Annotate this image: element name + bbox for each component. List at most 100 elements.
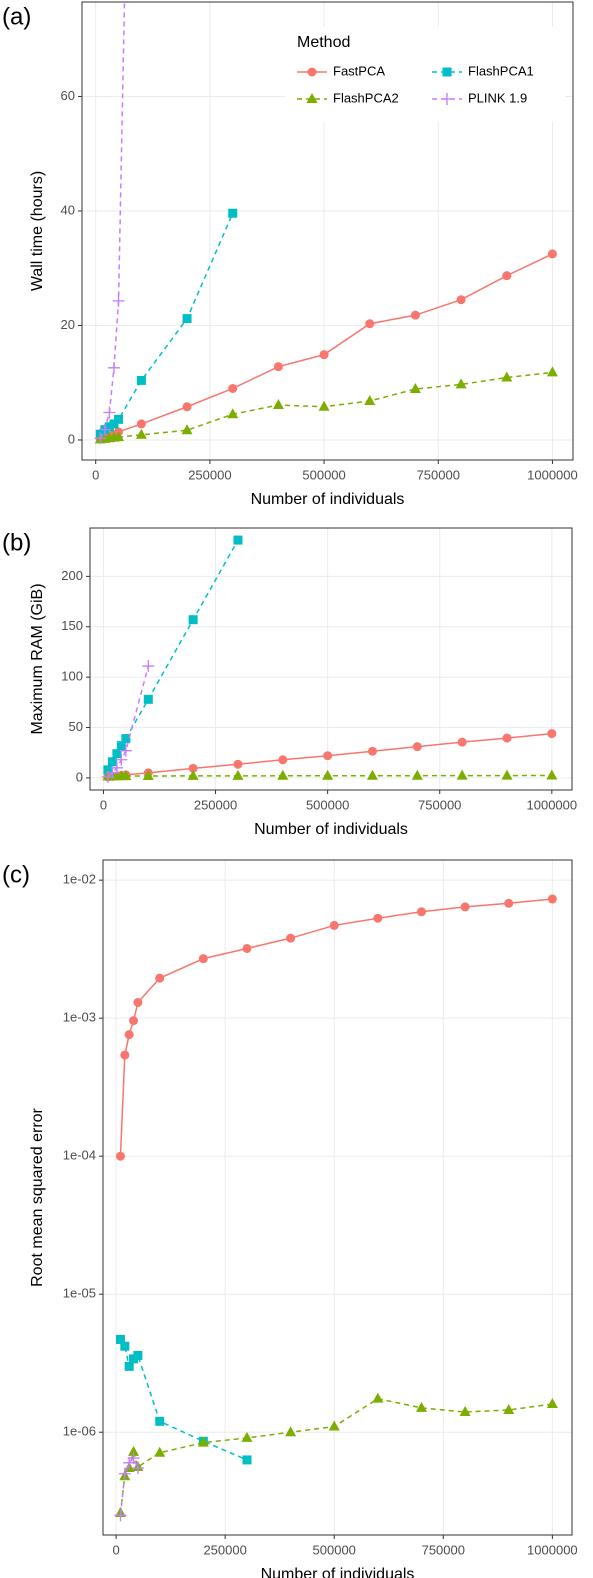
y-tick-label: 100: [61, 669, 83, 684]
point: [455, 378, 467, 389]
point: [115, 1151, 125, 1161]
point: [411, 769, 423, 780]
point: [546, 366, 558, 377]
legend-key-marker: [307, 67, 317, 77]
panel-background: [90, 528, 572, 790]
point: [135, 428, 147, 439]
x-tick-label: 250000: [188, 467, 231, 482]
point: [115, 753, 128, 766]
point: [285, 1426, 297, 1437]
point: [318, 400, 330, 411]
point: [182, 402, 192, 412]
point: [546, 769, 558, 780]
point: [136, 419, 146, 429]
y-tick-label: 150: [61, 618, 83, 633]
point: [197, 1436, 209, 1447]
x-tick-label: 500000: [306, 797, 349, 812]
x-tick-label: 250000: [203, 1542, 246, 1557]
x-tick-label: 500000: [302, 467, 345, 482]
point: [188, 615, 198, 625]
point: [107, 361, 120, 374]
point: [116, 741, 126, 751]
legend-label: PLINK 1.9: [468, 90, 527, 105]
point: [133, 997, 143, 1007]
panel-tag: (a): [2, 3, 31, 30]
plot-area: [94, 2, 558, 445]
point: [114, 414, 124, 424]
point: [546, 1398, 558, 1409]
legend-key-marker: [442, 67, 452, 77]
legend-key-marker: [441, 93, 453, 105]
point: [154, 1446, 166, 1457]
point: [456, 769, 468, 780]
y-tick-label: 0: [76, 769, 83, 784]
y-tick-label: 40: [61, 202, 75, 217]
point: [547, 249, 557, 259]
point: [412, 742, 422, 752]
point: [233, 759, 243, 769]
point: [501, 371, 513, 382]
panel-border: [102, 859, 573, 1536]
point: [128, 1445, 140, 1456]
y-tick-label: 1e-04: [63, 1148, 96, 1163]
legend-title: Method: [297, 34, 350, 51]
point: [323, 751, 333, 761]
point: [121, 734, 131, 744]
point: [273, 362, 283, 372]
point: [502, 271, 512, 281]
point: [503, 1403, 515, 1414]
legend-label: FlashPCA1: [468, 63, 534, 78]
point: [187, 769, 199, 780]
point: [142, 769, 154, 780]
point: [188, 763, 198, 773]
panel-border: [81, 1, 574, 461]
point: [124, 1361, 134, 1371]
series-line: [99, 2, 126, 439]
point: [133, 1350, 143, 1360]
point: [502, 733, 512, 743]
panel-tag: (c): [2, 861, 30, 888]
y-tick-label: 1e-02: [63, 872, 96, 887]
point: [410, 310, 420, 320]
y-tick-label: 60: [61, 88, 75, 103]
point: [372, 1392, 384, 1403]
x-tick-label: 1000000: [527, 1542, 578, 1557]
panel-tag: (b): [2, 529, 31, 556]
point: [366, 769, 378, 780]
point: [155, 973, 165, 983]
point: [107, 757, 117, 767]
point: [94, 432, 107, 445]
point: [373, 913, 383, 923]
legend-label: FastPCA: [333, 63, 385, 78]
series-line: [107, 665, 150, 778]
point: [198, 954, 208, 964]
x-tick-label: 750000: [418, 797, 461, 812]
point: [118, 1467, 131, 1480]
x-tick-label: 250000: [194, 797, 237, 812]
point: [328, 1420, 340, 1431]
y-axis-title: Root mean squared error: [29, 1107, 46, 1286]
point: [113, 431, 125, 442]
point: [272, 399, 284, 410]
point: [457, 737, 467, 747]
point: [120, 770, 132, 781]
legend-key-marker: [306, 93, 318, 103]
y-tick-label: 1e-06: [63, 1424, 96, 1439]
point: [278, 755, 288, 765]
x-tick-label: 0: [112, 1542, 119, 1557]
point: [227, 408, 239, 419]
x-tick-label: 750000: [422, 1542, 465, 1557]
series-line: [119, 1456, 139, 1516]
point: [131, 1462, 144, 1475]
point: [233, 535, 243, 545]
point: [241, 1431, 253, 1442]
point: [547, 729, 557, 739]
point: [459, 1406, 471, 1417]
point: [143, 694, 153, 704]
point: [501, 769, 513, 780]
point: [155, 1416, 165, 1426]
point: [416, 907, 426, 917]
point: [103, 765, 113, 775]
x-tick-label: 0: [100, 797, 107, 812]
point: [120, 1050, 130, 1060]
